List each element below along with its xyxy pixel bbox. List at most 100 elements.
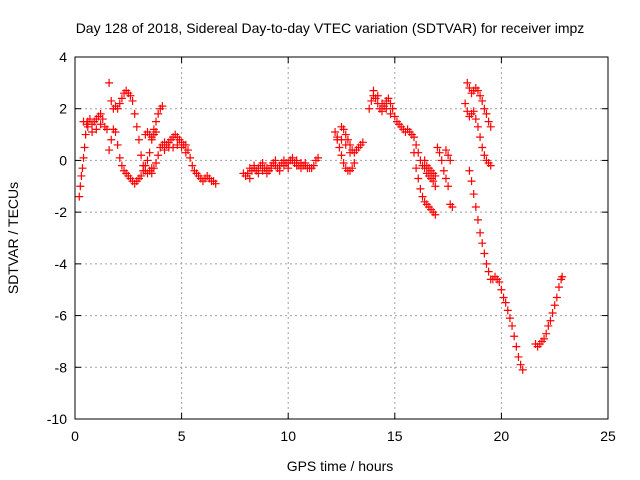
data-point	[339, 125, 348, 134]
data-point	[132, 122, 141, 131]
data-point	[139, 166, 148, 175]
x-tick-label: 20	[494, 428, 510, 444]
data-point	[271, 156, 280, 165]
data-point	[83, 122, 92, 131]
data-point	[134, 135, 143, 144]
data-point	[128, 96, 137, 105]
data-point	[98, 115, 107, 124]
data-point	[115, 99, 124, 108]
data-point	[378, 107, 387, 116]
data-point	[367, 96, 376, 105]
data-point	[96, 120, 105, 129]
data-point	[243, 169, 252, 178]
data-point	[160, 146, 169, 155]
data-point	[512, 342, 521, 351]
data-point	[548, 308, 557, 317]
data-point	[441, 174, 450, 183]
data-point	[341, 130, 350, 139]
data-point	[154, 109, 163, 118]
data-points	[75, 78, 567, 374]
data-point	[147, 169, 156, 178]
data-point	[126, 91, 135, 100]
data-point	[435, 148, 444, 157]
data-point	[390, 112, 399, 121]
data-point	[444, 182, 453, 191]
data-point	[461, 99, 470, 108]
data-point	[337, 135, 346, 144]
y-tick-label: 0	[59, 152, 67, 168]
data-point	[386, 99, 395, 108]
data-point	[482, 109, 491, 118]
data-point	[181, 148, 190, 157]
data-point	[497, 285, 506, 294]
plot-frame	[74, 56, 609, 420]
data-point	[437, 156, 446, 165]
y-tick-label: 2	[59, 101, 67, 117]
data-point	[480, 249, 489, 258]
data-point	[137, 171, 146, 180]
y-tick-label: -6	[55, 308, 68, 324]
data-point	[378, 99, 387, 108]
data-point	[552, 293, 561, 302]
data-point	[473, 215, 482, 224]
data-point	[365, 104, 374, 113]
x-axis-label: GPS time / hours	[287, 458, 394, 474]
data-point	[177, 143, 186, 152]
data-point	[169, 143, 178, 152]
data-point	[331, 127, 340, 136]
data-point	[431, 171, 440, 180]
data-point	[412, 164, 421, 173]
data-point	[439, 166, 448, 175]
data-point	[473, 86, 482, 95]
y-tick-label: -10	[47, 411, 67, 427]
data-point	[107, 135, 116, 144]
data-point	[284, 164, 293, 173]
data-point	[469, 190, 478, 199]
data-point	[154, 151, 163, 160]
data-point	[111, 127, 120, 136]
data-point	[471, 202, 480, 211]
data-point	[369, 86, 378, 95]
data-point	[482, 259, 491, 268]
data-point	[518, 365, 527, 374]
data-point	[173, 140, 182, 149]
data-point	[76, 182, 85, 191]
data-point	[478, 96, 487, 105]
data-point	[149, 164, 158, 173]
data-point	[105, 146, 114, 155]
data-point	[414, 174, 423, 183]
data-point	[501, 298, 510, 307]
data-point	[476, 133, 485, 142]
data-point	[113, 140, 122, 149]
data-point	[444, 151, 453, 160]
data-point	[420, 156, 429, 165]
data-point	[384, 94, 393, 103]
y-tick-label: -4	[55, 256, 68, 272]
data-point	[245, 174, 254, 183]
data-point	[558, 272, 567, 281]
data-point	[418, 192, 427, 201]
data-point	[348, 164, 357, 173]
data-point	[446, 156, 455, 165]
data-point	[149, 125, 158, 134]
data-point	[409, 133, 418, 142]
data-point	[429, 177, 438, 186]
data-point	[441, 146, 450, 155]
data-point	[416, 184, 425, 193]
data-point	[508, 321, 517, 330]
data-point	[107, 96, 116, 105]
data-point	[516, 360, 525, 369]
data-point	[484, 117, 493, 126]
x-tick-label: 5	[178, 428, 186, 444]
data-point	[335, 143, 344, 152]
data-point	[301, 159, 310, 168]
data-point	[431, 182, 440, 191]
data-point	[495, 277, 504, 286]
data-point	[505, 314, 514, 323]
y-axis-label: SDTVAR / TECUs	[5, 182, 21, 294]
data-point	[275, 166, 284, 175]
grid-lines	[75, 57, 608, 419]
data-point	[158, 102, 167, 111]
x-tick-label: 0	[71, 428, 79, 444]
